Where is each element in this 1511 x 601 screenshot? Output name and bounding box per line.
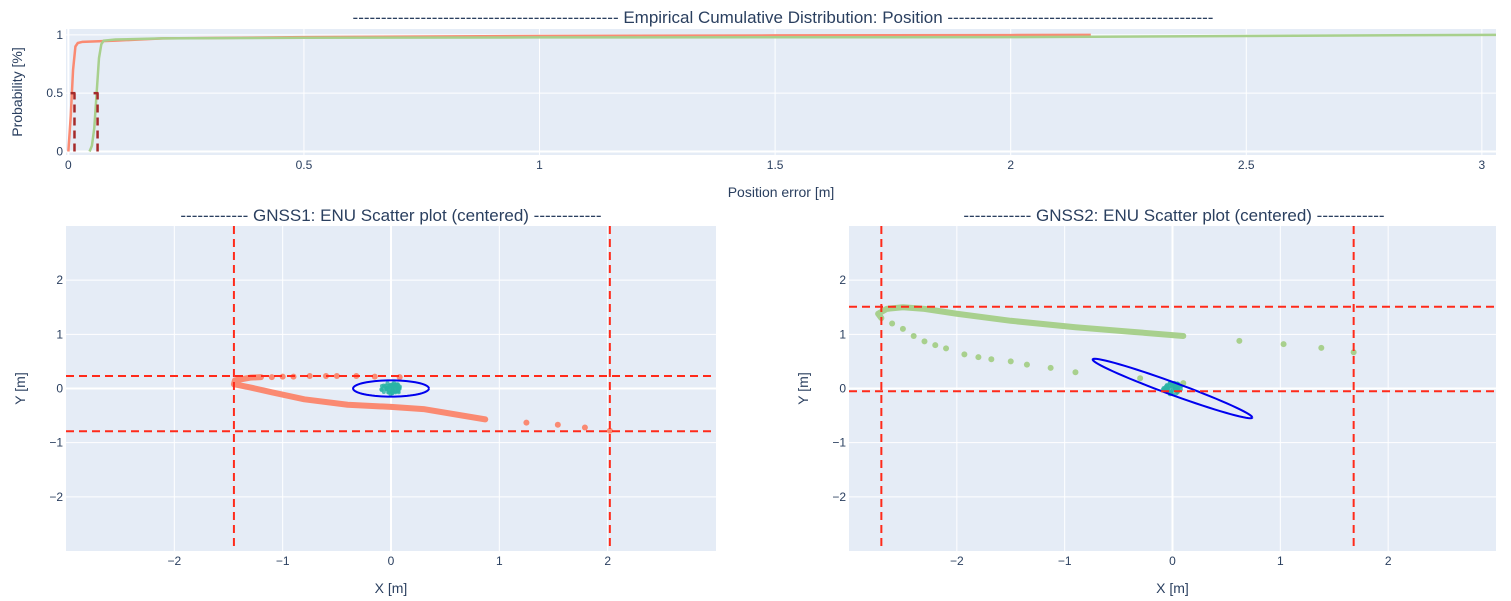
cluster-point bbox=[390, 388, 395, 393]
y-axis-label: Y [m] bbox=[795, 372, 811, 404]
y-axis-label: Y [m] bbox=[12, 372, 28, 404]
cluster-point bbox=[394, 382, 399, 387]
subplot-2: −2 −1 0 1 2 −2 −1 0 1 2 ------------ GNSS2: ENU Sc… bbox=[795, 206, 1496, 596]
trajectory bbox=[875, 304, 1187, 339]
x-tick-label: 1 bbox=[496, 554, 503, 568]
scatter-point bbox=[396, 374, 403, 381]
cluster-point bbox=[381, 389, 386, 394]
scatter-point bbox=[1047, 364, 1054, 371]
y-tick-label: −2 bbox=[49, 490, 63, 504]
scatter-point bbox=[1072, 369, 1079, 376]
scatter-point bbox=[943, 345, 950, 352]
x-tick-label: 1 bbox=[536, 158, 543, 172]
y-tick-label: 0.5 bbox=[46, 86, 63, 100]
cdf-line-GNSS2 bbox=[88, 33, 1496, 152]
cluster-point bbox=[1162, 385, 1167, 390]
y-tick-label: 0 bbox=[56, 382, 63, 396]
chart-title: ------------ GNSS2: ENU Scatter plot (ce… bbox=[963, 206, 1384, 225]
cluster-point bbox=[1170, 384, 1175, 389]
scatter-point bbox=[1137, 375, 1144, 382]
x-tick-label: 0.5 bbox=[296, 158, 313, 172]
scatter-point bbox=[523, 419, 530, 426]
cluster-point bbox=[1165, 383, 1170, 388]
scatter-point bbox=[581, 424, 588, 431]
cluster-point bbox=[386, 390, 391, 395]
scatter-point bbox=[1236, 337, 1243, 344]
scatter-point bbox=[961, 351, 968, 358]
confidence-ellipse bbox=[352, 379, 430, 398]
y-tick-label: 1 bbox=[839, 327, 846, 341]
x-tick-label: 2 bbox=[1007, 158, 1014, 172]
scatter-point bbox=[899, 325, 906, 332]
x-tick-label: 0 bbox=[388, 554, 395, 568]
y-tick-label: −1 bbox=[49, 436, 63, 450]
scatter-point bbox=[268, 374, 275, 381]
y-tick-label: −2 bbox=[832, 490, 846, 504]
scatter-point bbox=[889, 320, 896, 327]
x-tick-label: 3 bbox=[1479, 158, 1486, 172]
y-tick-label: −1 bbox=[832, 436, 846, 450]
scatter-point bbox=[554, 421, 561, 428]
scatter-point bbox=[921, 338, 928, 345]
cluster-point bbox=[379, 384, 384, 389]
scatter-point bbox=[975, 354, 982, 361]
scatter-point bbox=[1318, 344, 1325, 351]
scatter-point bbox=[606, 427, 613, 434]
y-axis-label: Probability [%] bbox=[9, 47, 25, 136]
confidence-ellipse bbox=[1091, 357, 1254, 420]
cluster-point bbox=[388, 383, 393, 388]
scatter-point bbox=[333, 373, 340, 380]
y-tick-label: 1 bbox=[56, 327, 63, 341]
plot-area bbox=[66, 29, 1496, 155]
scatter-point bbox=[1007, 358, 1014, 365]
subplot-1: −2 −1 0 1 2 −2 −1 0 1 2 ------------ GNSS1: ENU Sc… bbox=[12, 206, 716, 596]
x-tick-label: 1 bbox=[1277, 554, 1284, 568]
scatter-point bbox=[306, 373, 313, 380]
trajectory bbox=[230, 374, 489, 423]
scatter-point bbox=[1350, 349, 1357, 356]
cluster-point bbox=[1174, 385, 1179, 390]
chart-title: ------------ GNSS1: ENU Scatter plot (ce… bbox=[180, 206, 601, 225]
x-axis-label: Position error [m] bbox=[728, 184, 835, 200]
y-tick-label: 0 bbox=[56, 145, 63, 159]
plot-marks bbox=[67, 33, 1496, 152]
chart-title: ----------------------------------------… bbox=[353, 8, 1214, 27]
x-tick-label: −1 bbox=[1058, 554, 1072, 568]
y-tick-label: 2 bbox=[56, 273, 63, 287]
y-tick-label: 1 bbox=[56, 28, 63, 42]
x-tick-label: −2 bbox=[167, 554, 181, 568]
x-tick-label: 2 bbox=[1385, 554, 1392, 568]
plot-marks bbox=[66, 226, 716, 551]
x-axis-label: X [m] bbox=[1156, 580, 1189, 596]
cluster-point bbox=[393, 386, 398, 391]
x-tick-label: 2.5 bbox=[1238, 158, 1255, 172]
scatter-point bbox=[1280, 341, 1287, 348]
scatter-point bbox=[932, 342, 939, 349]
scatter-point bbox=[1023, 361, 1030, 368]
plot-marks bbox=[849, 226, 1496, 551]
x-tick-label: −2 bbox=[950, 554, 964, 568]
x-tick-label: 2 bbox=[604, 554, 611, 568]
y-tick-label: 0 bbox=[839, 382, 846, 396]
scatter-point bbox=[371, 373, 378, 380]
cluster-point bbox=[379, 387, 384, 392]
scatter-point bbox=[988, 356, 995, 363]
y-tick-label: 2 bbox=[839, 273, 846, 287]
x-axis-label: X [m] bbox=[375, 580, 408, 596]
scatter-point bbox=[910, 332, 917, 339]
x-tick-label: −1 bbox=[276, 554, 290, 568]
x-tick-label: 0 bbox=[1169, 554, 1176, 568]
subplot-0: 0 0.5 1 1.5 2 2.5 3 0 0.5 1 ----------------------… bbox=[9, 8, 1496, 200]
x-tick-label: 1.5 bbox=[767, 158, 784, 172]
cluster-point bbox=[396, 389, 401, 394]
x-tick-label: 0 bbox=[65, 158, 72, 172]
